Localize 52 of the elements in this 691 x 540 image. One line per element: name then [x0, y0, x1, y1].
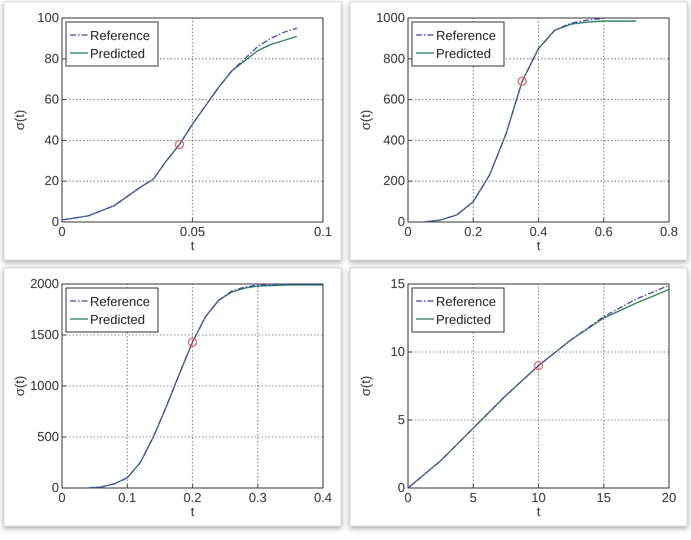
x-tick-label: 0.1	[118, 490, 136, 505]
y-tick-label: 20	[44, 173, 59, 188]
y-tick-label: 100	[37, 10, 59, 25]
x-axis-title: t	[536, 504, 541, 519]
x-axis-title: t	[190, 504, 195, 519]
y-tick-label: 1000	[376, 10, 405, 25]
legend-label: Predicted	[436, 312, 491, 327]
x-tick-label: 0.6	[594, 224, 613, 239]
legend-label: Reference	[436, 294, 496, 309]
y-tick-label: 1500	[30, 327, 59, 342]
y-axis-title: σ(t)	[12, 376, 27, 396]
x-tick-label: 0.4	[314, 490, 332, 505]
x-tick-label: 5	[470, 490, 477, 505]
x-axis-title: t	[190, 238, 195, 253]
x-tick-label: 0.4	[529, 224, 548, 239]
y-tick-label: 5	[398, 412, 405, 427]
legend-label: Reference	[90, 294, 150, 309]
y-tick-label: 400	[383, 132, 405, 148]
y-tick-label: 15	[390, 276, 405, 291]
y-tick-label: 40	[44, 132, 59, 148]
y-axis-title: σ(t)	[12, 110, 27, 130]
legend-label: Predicted	[436, 46, 491, 61]
y-axis-title: σ(t)	[358, 110, 373, 130]
y-tick-label: 800	[383, 50, 405, 66]
y-tick-label: 10	[390, 344, 405, 359]
y-axis-title: σ(t)	[358, 376, 373, 396]
y-tick-label: 60	[44, 92, 59, 107]
x-tick-label: 20	[662, 490, 676, 505]
legend-label: Predicted	[90, 46, 145, 61]
legend-label: Predicted	[90, 312, 145, 327]
x-tick-label: 0.1	[314, 224, 332, 239]
y-tick-label: 200	[383, 173, 405, 188]
x-tick-label: 0.8	[660, 224, 678, 239]
y-tick-label: 0	[52, 480, 59, 495]
y-tick-label: 600	[383, 92, 405, 107]
y-tick-label: 80	[44, 50, 59, 66]
x-tick-label: 0.2	[464, 224, 482, 239]
x-tick-label: 0.05	[180, 224, 206, 239]
y-tick-label: 1000	[30, 378, 59, 393]
line-series	[424, 18, 604, 223]
x-axis-title: t	[536, 238, 541, 253]
legend-label: Reference	[436, 28, 496, 43]
y-tick-label: 0	[398, 480, 405, 495]
x-tick-label: 10	[531, 490, 546, 505]
legend-label: Reference	[90, 28, 150, 43]
x-tick-label: 0.3	[248, 490, 267, 505]
x-tick-label: 0.2	[183, 490, 202, 505]
y-tick-label: 2000	[30, 276, 59, 291]
y-tick-label: 0	[52, 214, 59, 229]
x-tick-label: 15	[596, 490, 611, 505]
y-tick-label: 0	[398, 214, 405, 229]
y-tick-label: 500	[37, 429, 59, 444]
